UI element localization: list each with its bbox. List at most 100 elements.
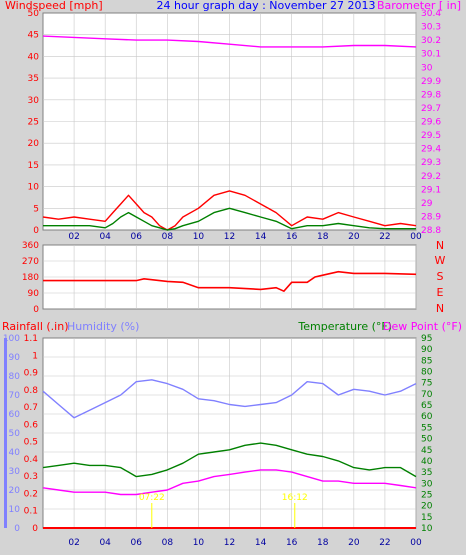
th-series-line-0 (42, 379, 417, 419)
th-x-tick-label: 18 (317, 538, 329, 548)
temp-y-tick-label: 75 (421, 379, 432, 389)
wind-x-tick-label: 08 (162, 232, 174, 242)
sun-marker-label-1: 16:12 (282, 493, 308, 503)
wind-y-tick-label: 20 (28, 139, 40, 149)
dir-y-tick-label: 270 (22, 257, 39, 267)
rain-y-tick-label: 0.2 (24, 489, 38, 499)
wind-x-tick-label: 04 (99, 232, 111, 242)
th-x-ticks: 02 04 06 08 10 12 14 16 18 20 22 00 (68, 538, 422, 548)
wind-y-tick-label: 30 (28, 96, 40, 106)
temp-y-tick-label: 35 (421, 468, 432, 478)
baro-y-tick-label: 30.3 (421, 23, 441, 33)
humidity-y-tick-label: 10 (9, 505, 21, 515)
wind-x-tick-label: 02 (68, 232, 79, 242)
rain-y-tick-label: 0.9 (24, 369, 39, 379)
rain-y-tick-label: 0.1 (24, 507, 38, 517)
wind-series-line-2 (42, 35, 417, 48)
rain-title: Rainfall (.in) (2, 320, 69, 333)
wind-y-left-ticks: 0 5 10 15 20 25 30 35 40 45 50 (28, 9, 40, 236)
dir-y-tick-label: 360 (22, 241, 39, 251)
temp-humidity-panel: Rainfall (.in) Humidity (%) Temperature … (2, 320, 462, 548)
th-x-tick-label: 10 (193, 538, 205, 548)
rain-y-tick-label: 1 (32, 351, 38, 361)
wind-x-tick-label: 12 (224, 232, 235, 242)
rain-y-tick-label: 0.4 (24, 455, 39, 465)
temp-y-tick-label: 20 (421, 502, 433, 512)
wind-y-tick-label: 50 (28, 9, 40, 19)
temp-y-tick-label: 50 (421, 435, 433, 445)
wind-x-tick-label: 00 (410, 232, 422, 242)
humidity-y-tick-label: 20 (9, 486, 21, 496)
th-markers: 07:22 16:12 (139, 493, 308, 528)
dir-y-tick-label: 0 (33, 305, 39, 315)
temperature-title: Temperature (°F) (297, 320, 392, 333)
th-grid (43, 338, 417, 528)
wind-y-tick-label: 0 (33, 226, 39, 236)
wind-left-title: Windspeed [mph] (5, 0, 103, 12)
th-x-tick-label: 02 (68, 538, 79, 548)
humidity-y-tick-label: 80 (9, 372, 21, 382)
baro-y-tick-label: 29.2 (421, 172, 441, 182)
temp-y-tick-label: 45 (421, 446, 432, 456)
direction-y-ticks: 0 90 180 270 360 (22, 241, 39, 315)
humidity-y-tick-label: 50 (9, 429, 21, 439)
baro-y-tick-label: 30.4 (421, 9, 441, 19)
wind-y-right-ticks: 28.8 28.9 29 29.1 29.2 29.3 29.4 29.5 29.6 29.7 29… (421, 9, 441, 236)
humidity-y-tick-label: 30 (9, 467, 21, 477)
wind-grid (43, 13, 417, 230)
temp-y-tick-label: 55 (421, 423, 432, 433)
rain-y-tick-label: 1.1 (24, 334, 38, 344)
th-series-line-2 (42, 469, 417, 496)
direction-panel: 0 90 180 270 360 N W S E N (22, 239, 446, 315)
th-x-tick-label: 14 (255, 538, 267, 548)
humidity-y-tick-label: 40 (9, 448, 21, 458)
wind-x-tick-label: 16 (286, 232, 298, 242)
baro-y-tick-label: 29.7 (421, 104, 441, 114)
rain-y-tick-label: 0 (32, 524, 38, 534)
compass-w: W (435, 254, 446, 267)
wind-x-tick-label: 22 (379, 232, 390, 242)
wind-y-tick-label: 25 (28, 118, 39, 128)
wind-x-tick-label: 14 (255, 232, 267, 242)
baro-y-tick-label: 29.5 (421, 131, 441, 141)
th-x-tick-label: 06 (131, 538, 143, 548)
temp-y-tick-label: 60 (421, 412, 433, 422)
temp-y-tick-label: 40 (421, 457, 433, 467)
temp-y-tick-label: 15 (421, 513, 432, 523)
wind-center-title: 24 hour graph day : November 27 2013 (156, 0, 375, 12)
direction-line-0 (43, 270, 417, 293)
rain-y-tick-label: 0.8 (24, 386, 39, 396)
th-x-tick-label: 04 (99, 538, 111, 548)
baro-y-tick-label: 28.8 (421, 226, 441, 236)
wind-panel: Windspeed [mph] 24 hour graph day : Nove… (5, 0, 461, 242)
temp-y-tick-label: 90 (421, 345, 433, 355)
humidity-title: Humidity (%) (67, 320, 139, 333)
th-x-tick-label: 00 (410, 538, 422, 548)
rain-y-tick-label: 0.6 (24, 420, 39, 430)
humidity-y-tick-label: 90 (9, 353, 21, 363)
humidity-axis-bar (4, 338, 7, 528)
wind-x-tick-label: 20 (348, 232, 360, 242)
baro-y-tick-label: 29.6 (421, 118, 441, 128)
temp-y-tick-label: 30 (421, 479, 433, 489)
rain-y-tick-label: 0.3 (24, 472, 38, 482)
rain-y-tick-label: 0.7 (24, 403, 38, 413)
compass-n-top: N (436, 239, 444, 252)
rain-y-ticks: 0 0.1 0.2 0.3 0.4 0.5 0.6 0.7 0.8 0.9 1 1.1 (24, 334, 39, 534)
wind-x-tick-label: 10 (193, 232, 205, 242)
compass-s: S (437, 270, 444, 283)
wind-series (42, 35, 417, 231)
rain-y-tick-label: 0.5 (24, 438, 38, 448)
temp-y-tick-label: 70 (421, 390, 433, 400)
dewpoint-title: Dew Point (°F) (383, 320, 462, 333)
baro-y-tick-label: 30.2 (421, 36, 441, 46)
humidity-y-tick-label: 60 (9, 410, 21, 420)
dir-y-tick-label: 90 (28, 289, 40, 299)
th-x-tick-label: 08 (162, 538, 174, 548)
th-x-tick-label: 22 (379, 538, 390, 548)
direction-series (43, 270, 417, 293)
th-series (42, 379, 417, 529)
baro-y-tick-label: 30.1 (421, 50, 441, 60)
wind-series-line-0 (42, 190, 417, 231)
